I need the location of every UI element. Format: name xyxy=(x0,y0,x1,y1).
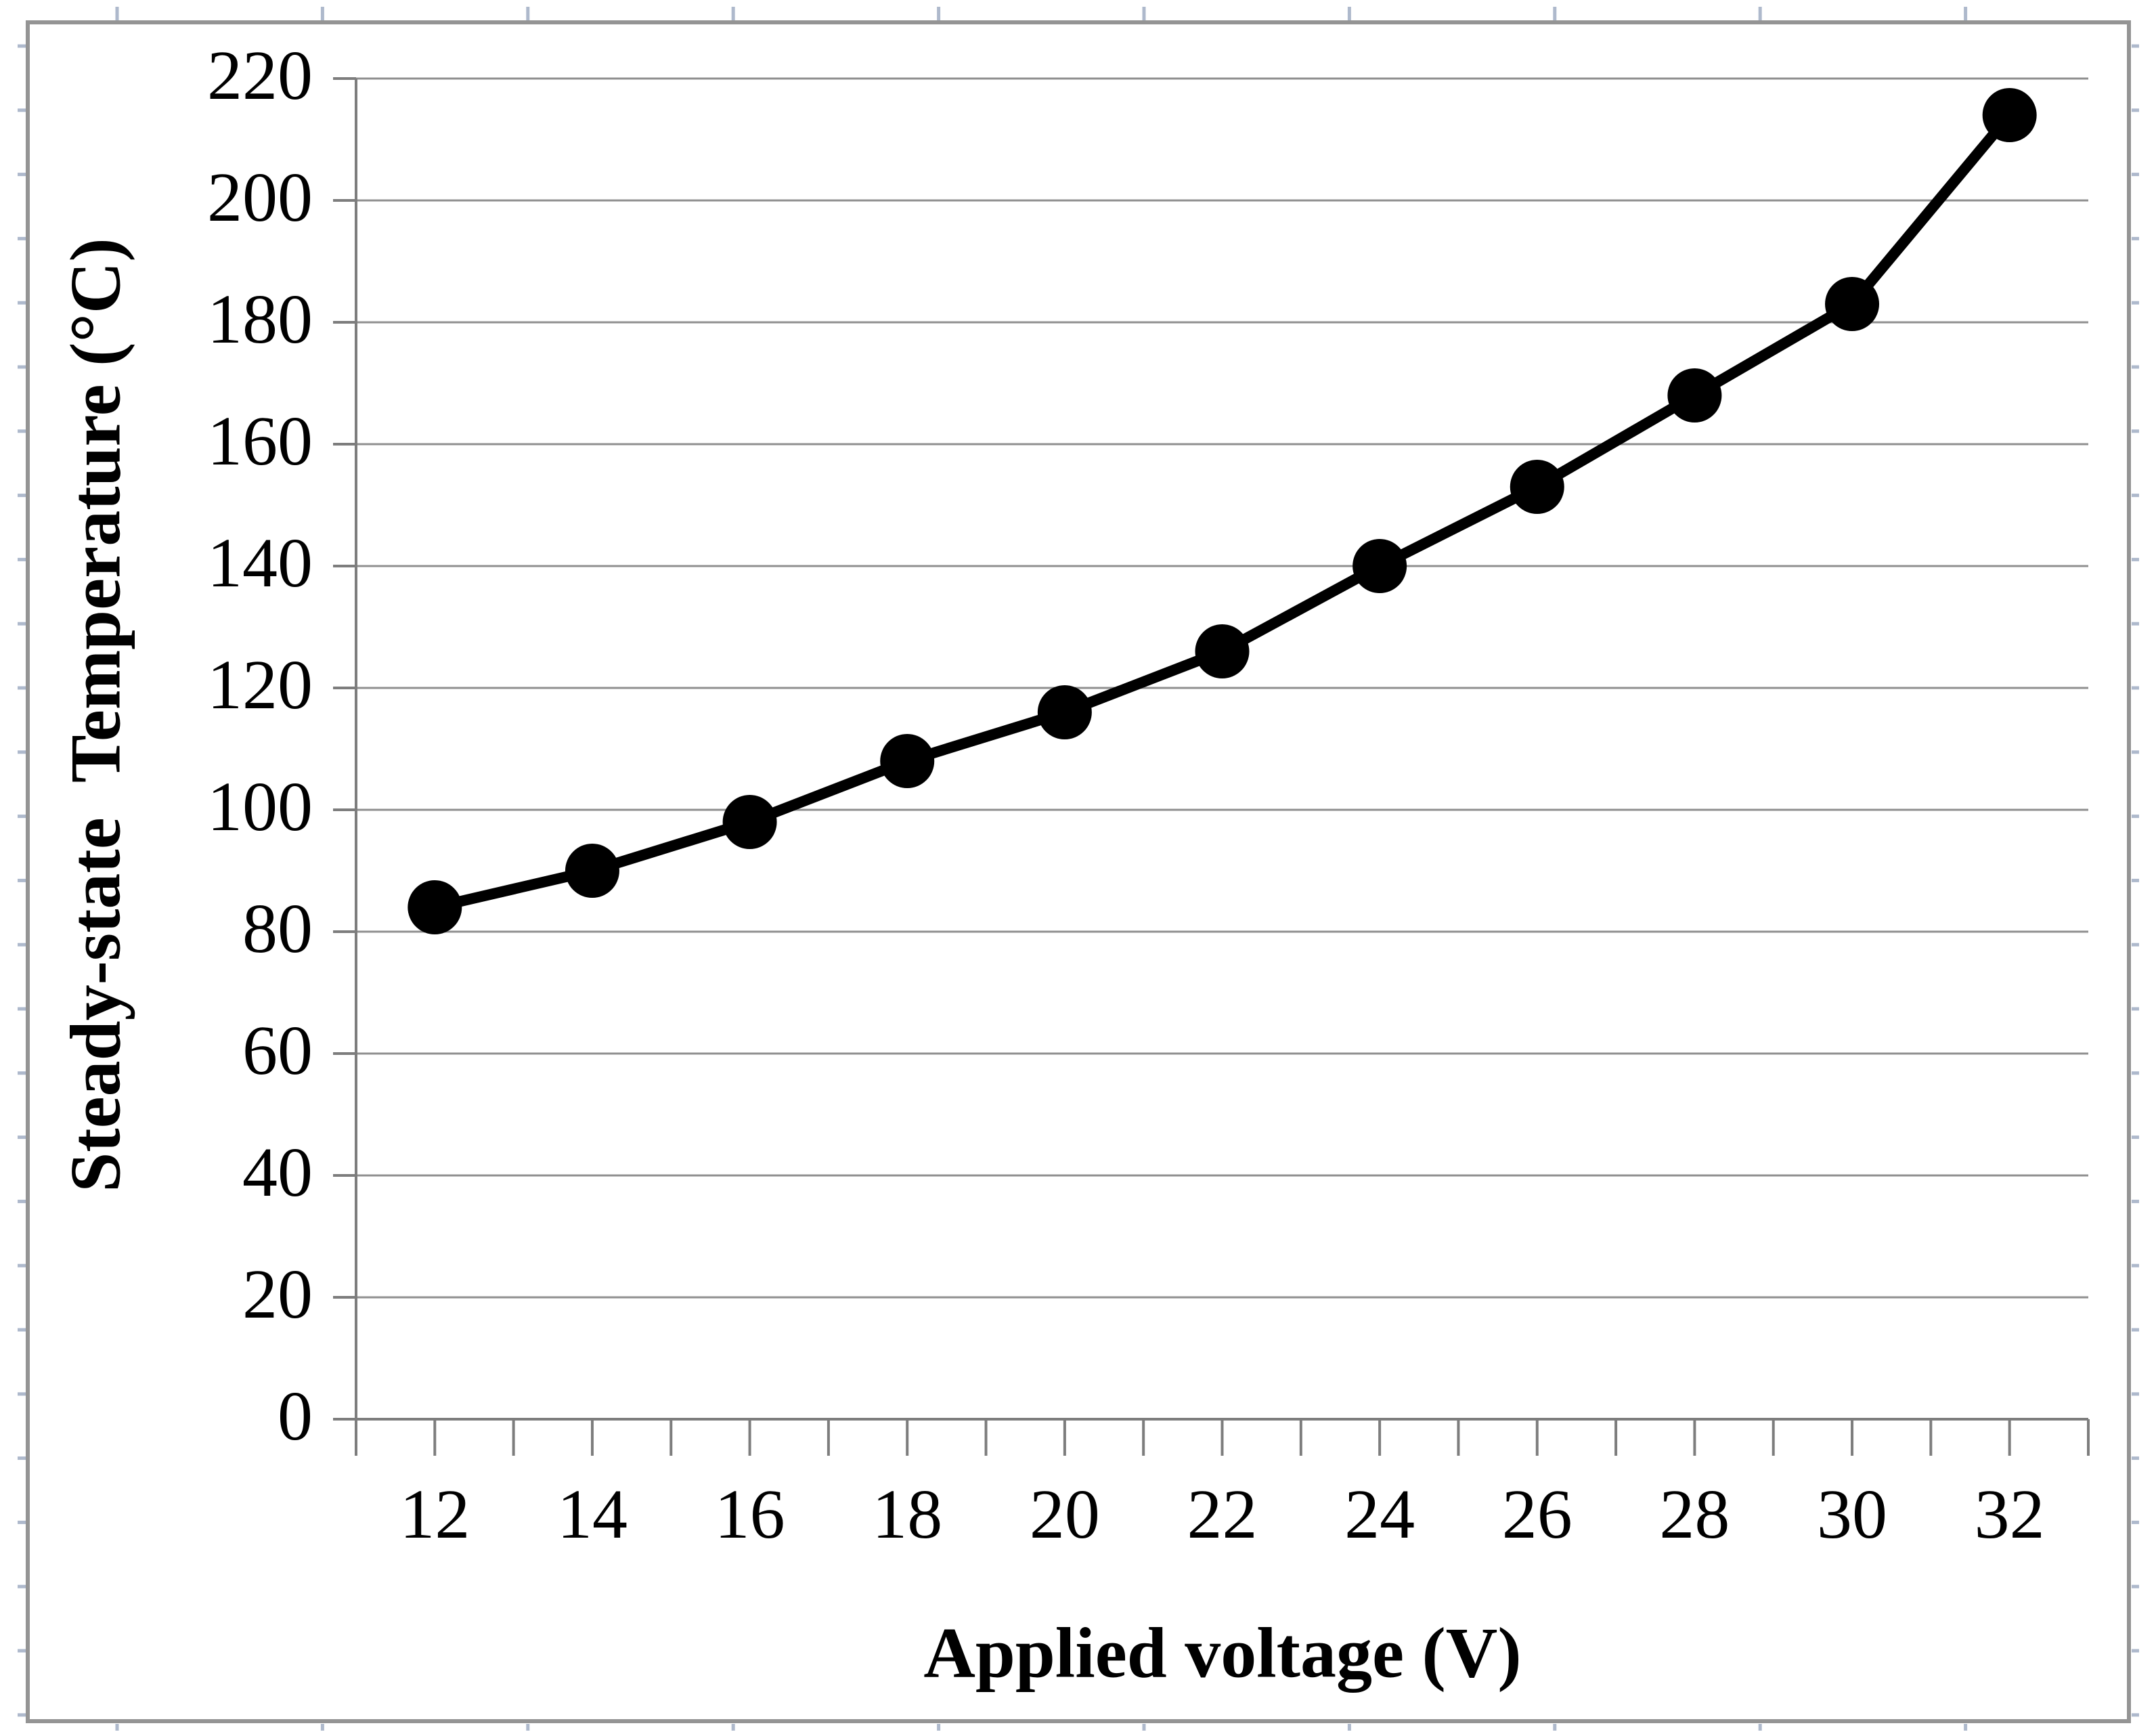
y-tick-label-200: 200 xyxy=(207,158,313,236)
x-tick-label-32: 32 xyxy=(1975,1475,2045,1553)
data-point-marker-22V xyxy=(1195,624,1250,678)
data-point-marker-30V xyxy=(1825,277,1880,331)
x-tick-label-14: 14 xyxy=(557,1475,628,1553)
worksheet-cell-ticks xyxy=(18,7,2139,1731)
data-point-marker-32V xyxy=(1982,88,2037,142)
x-axis-title: Applied voltage (V) xyxy=(923,1613,1521,1692)
data-point-marker-12V xyxy=(408,880,462,934)
y-tick-label-140: 140 xyxy=(207,524,313,602)
x-tick-label-22: 22 xyxy=(1187,1475,1258,1553)
x-tick-label-12: 12 xyxy=(399,1475,470,1553)
x-tick-label-18: 18 xyxy=(872,1475,942,1553)
series-line xyxy=(429,110,2015,913)
horizontal-gridlines xyxy=(356,77,2088,1299)
x-tick-label-30: 30 xyxy=(1817,1475,1887,1553)
y-tick-label-160: 160 xyxy=(207,402,313,480)
x-tick-label-24: 24 xyxy=(1344,1475,1415,1553)
data-point-marker-14V xyxy=(565,844,619,898)
data-point-marker-28V xyxy=(1667,368,1722,423)
chart-border-rect xyxy=(26,20,2131,1723)
data-point-marker-24V xyxy=(1352,539,1407,593)
y-tick-label-180: 180 xyxy=(207,280,313,358)
y-tick-label-100: 100 xyxy=(207,768,313,846)
y-tick-label-220: 220 xyxy=(207,37,313,114)
y-axis-title: Steady-state Temperature (°C) xyxy=(56,238,135,1192)
data-series xyxy=(408,88,2037,934)
x-tick-label-16: 16 xyxy=(715,1475,785,1553)
axis-tick-labels: 0 20 40 60 80 100 120 140 160 180 200 220 12 14 16 18 20… xyxy=(207,37,2045,1553)
y-tick-label-60: 60 xyxy=(242,1012,313,1089)
axis-lines xyxy=(355,79,2088,1456)
data-point-marker-26V xyxy=(1510,460,1564,514)
data-point-marker-16V xyxy=(722,795,777,849)
y-tick-label-120: 120 xyxy=(207,646,313,724)
chart-object-border xyxy=(26,20,2131,1723)
y-tick-label-40: 40 xyxy=(242,1133,313,1211)
y-tick-label-80: 80 xyxy=(242,890,313,968)
x-tick-label-26: 26 xyxy=(1502,1475,1572,1553)
y-tick-label-20: 20 xyxy=(242,1255,313,1333)
x-tick-label-28: 28 xyxy=(1659,1475,1730,1553)
axis-tick-marks xyxy=(333,77,2090,1456)
x-tick-label-20: 20 xyxy=(1030,1475,1100,1553)
data-point-marker-20V xyxy=(1037,685,1092,739)
y-tick-label-0: 0 xyxy=(278,1377,313,1455)
data-point-marker-18V xyxy=(880,734,935,788)
